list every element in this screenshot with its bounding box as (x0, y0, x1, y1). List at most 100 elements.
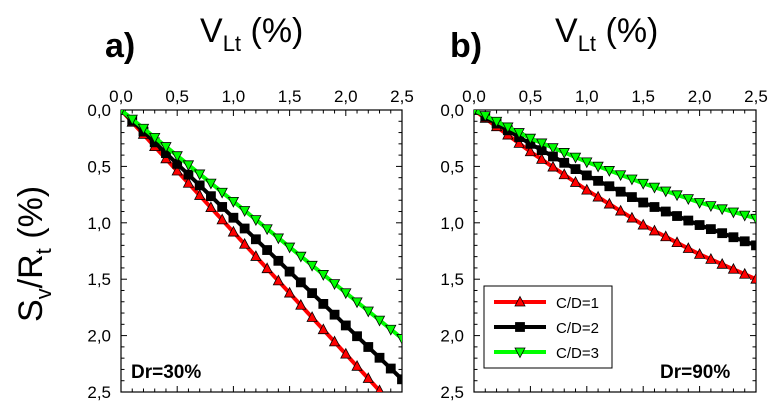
data-point (615, 186, 626, 197)
data-point (672, 211, 682, 221)
data-point (637, 218, 649, 230)
x-tick-label: 0,0 (462, 87, 486, 106)
data-point (648, 182, 661, 194)
data-point (182, 176, 195, 188)
y-tick-label: 2,0 (87, 327, 111, 346)
legend: C/D=1 C/D=2 C/D=3 (483, 285, 613, 369)
y-tick-label: 0,0 (87, 101, 111, 120)
y-tick-label: 1,5 (440, 270, 464, 289)
data-point (614, 170, 627, 182)
data-point (474, 110, 478, 117)
panel-a-plot: 0,0 0,5 1,0 1,5 2,0 2,5 0,0 0,5 1,0 1,5 2,0 2,5 (87, 87, 413, 402)
data-point (626, 211, 638, 223)
panel-b-annotation: Dr=90% (660, 362, 730, 383)
panel-b-xlabel-unit: (%) (596, 12, 658, 50)
data-point (250, 250, 262, 261)
legend-marker (515, 322, 525, 332)
legend-marker (514, 347, 526, 359)
data-point (683, 215, 694, 226)
x-tick-label: 1,5 (631, 87, 655, 106)
data-point (727, 262, 740, 274)
data-point (627, 192, 637, 202)
data-point (626, 174, 638, 186)
data-point (182, 160, 195, 172)
data-point (592, 161, 604, 173)
y-tick-label: 2,5 (87, 383, 111, 402)
data-point (373, 315, 386, 327)
data-point (318, 299, 329, 309)
x-tick-label: 0,5 (165, 87, 189, 106)
data-point (216, 213, 228, 225)
data-point (592, 190, 604, 202)
data-point (250, 234, 261, 245)
data-point (328, 335, 341, 347)
plot-frame (473, 109, 757, 393)
data-point (593, 175, 603, 186)
y-axis-label-sub1: v (31, 288, 56, 299)
y-tick-label: 0,5 (440, 157, 464, 176)
panel-a-xlabel: VLt (%) (200, 12, 303, 56)
y-axis-label: Sv/Rt (%) (12, 186, 56, 322)
data-point (317, 270, 329, 281)
data-point (217, 202, 228, 212)
data-point (502, 122, 514, 134)
data-point (581, 170, 592, 181)
panel-a-xlabel-sub: Lt (223, 31, 241, 56)
data-point (149, 133, 161, 144)
data-point (126, 114, 138, 126)
data-point (340, 288, 352, 300)
data-point (604, 181, 615, 192)
x-tick-label: 2,5 (744, 87, 768, 106)
data-point (671, 190, 683, 202)
data-point (340, 347, 352, 359)
x-tick-label: 2,0 (688, 87, 712, 106)
data-point (238, 237, 251, 249)
data-point (559, 157, 570, 168)
x-tick-label: 0,5 (519, 87, 543, 106)
series-group (474, 110, 756, 284)
data-point (717, 228, 728, 239)
data-point (284, 266, 295, 277)
data-point (351, 359, 363, 371)
data-point (682, 242, 694, 253)
y-tick-label: 1,0 (440, 214, 464, 233)
legend-label: C/D=1 (556, 295, 599, 312)
data-point (603, 166, 616, 177)
data-point (137, 123, 150, 135)
data-point (385, 324, 397, 336)
data-point (693, 198, 706, 209)
y-axis-label-mid: /R (12, 254, 50, 288)
x-tick-label: 0,0 (109, 87, 133, 106)
data-point (183, 169, 194, 180)
data-point (374, 352, 385, 363)
panel-a-xlabel-unit: (%) (241, 12, 303, 50)
y-tick-label: 1,5 (87, 270, 111, 289)
data-point (307, 288, 317, 299)
data-point (121, 110, 125, 117)
data-point (283, 286, 296, 298)
data-point (536, 138, 548, 150)
data-point (660, 206, 671, 217)
data-point (283, 242, 296, 254)
data-point (728, 232, 739, 243)
data-point (570, 164, 581, 175)
data-point (194, 169, 206, 181)
data-point (262, 245, 273, 255)
series-group (121, 110, 402, 392)
legend-label: C/D=3 (556, 345, 599, 362)
data-point (171, 164, 183, 176)
data-point (751, 240, 756, 251)
x-tick-label: 1,0 (222, 87, 246, 106)
data-point (660, 186, 672, 198)
data-point (671, 236, 683, 248)
data-point (363, 342, 374, 352)
data-point (329, 309, 340, 320)
data-point (524, 133, 537, 145)
data-point (649, 202, 660, 212)
data-point (727, 207, 740, 219)
series-line (121, 110, 381, 392)
data-point (682, 194, 694, 206)
data-point (513, 128, 525, 139)
data-point (739, 210, 751, 222)
